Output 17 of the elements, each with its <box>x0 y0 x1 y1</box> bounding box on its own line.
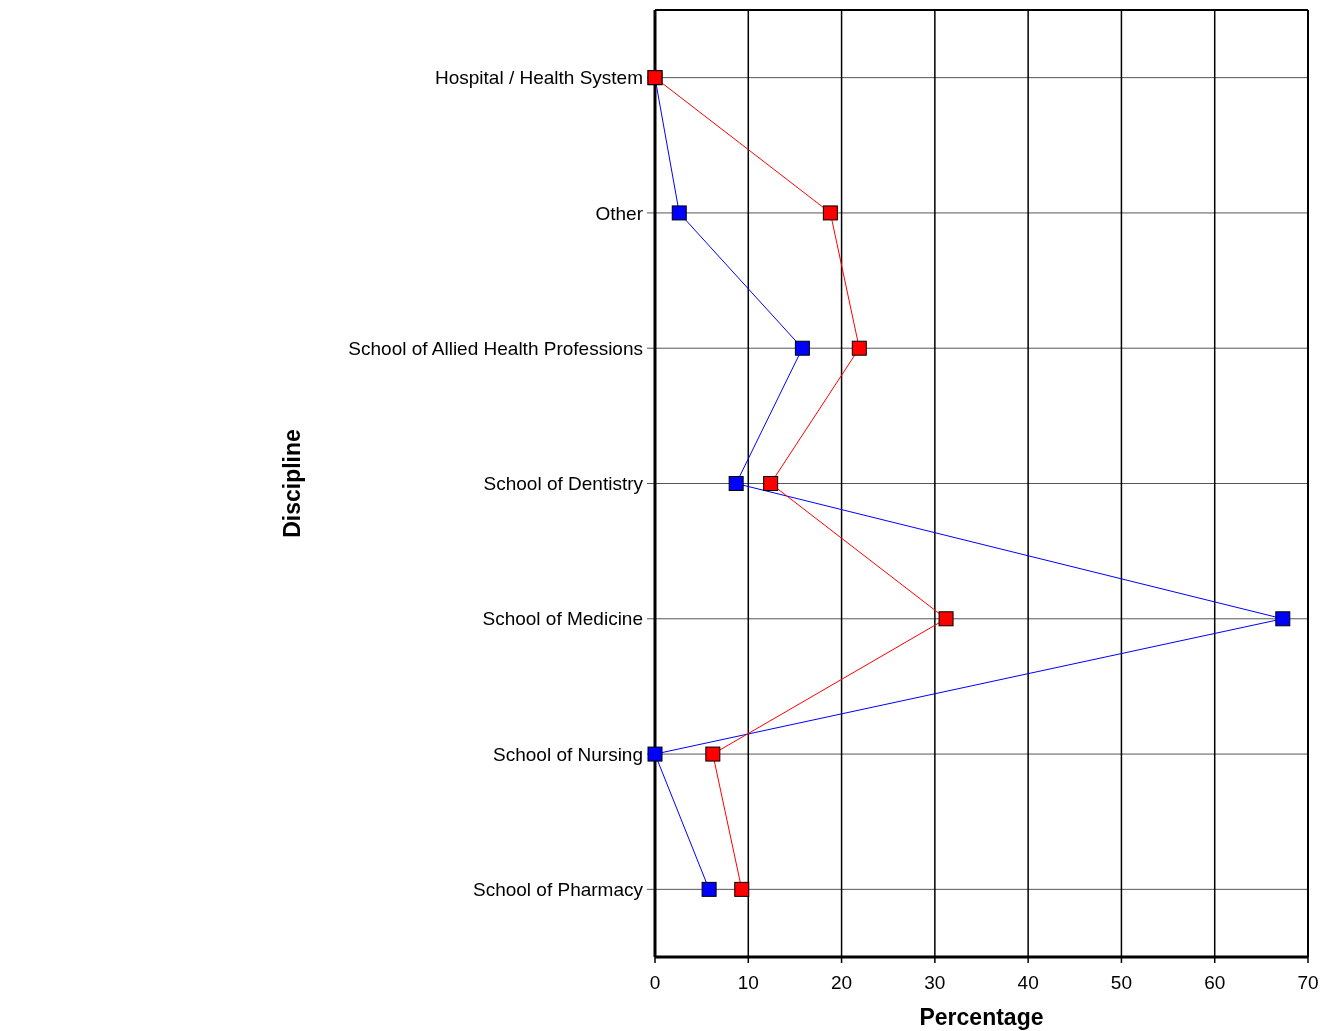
x-tick-label: 50 <box>1110 972 1132 993</box>
x-tick-label: 70 <box>1297 972 1319 993</box>
x-tick-label: 10 <box>737 972 759 993</box>
x-axis-title: Percentage <box>919 1004 1044 1030</box>
x-tick-label: 20 <box>831 972 853 993</box>
y-axis-title: Discipline <box>279 429 305 538</box>
y-tick-label: Other <box>595 202 644 224</box>
y-tick-label: Hospital / Health System <box>434 67 643 89</box>
y-tick-label: School of Allied Health Professions <box>348 337 643 359</box>
x-tick-label: 40 <box>1017 972 1039 993</box>
y-tick-label: School of Pharmacy <box>472 879 644 901</box>
y-tick-label: School of Medicine <box>482 608 643 630</box>
x-tick-label: 0 <box>649 972 661 993</box>
y-tick-label: School of Nursing <box>493 743 643 765</box>
x-tick-label: 30 <box>924 972 946 993</box>
x-tick-label: 60 <box>1204 972 1226 993</box>
y-tick-label: School of Dentistry <box>483 473 644 495</box>
